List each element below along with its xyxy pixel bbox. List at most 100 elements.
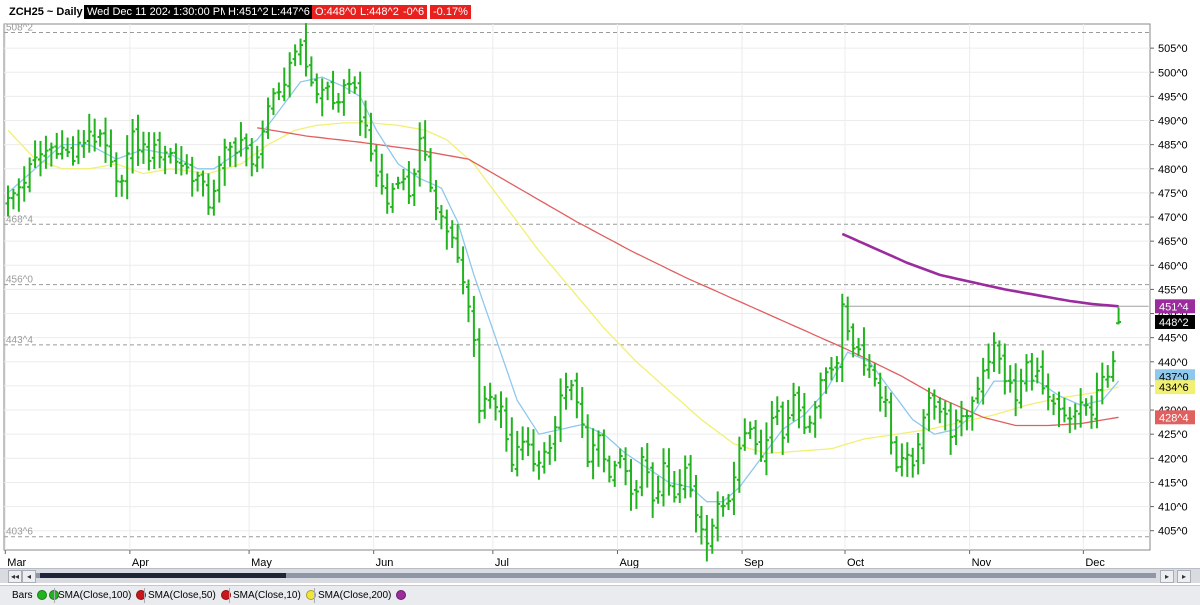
price-bar <box>931 389 937 420</box>
legend-item-bars[interactable]: Bars <box>12 586 60 605</box>
price-bar <box>319 78 325 117</box>
price-bar <box>650 462 656 518</box>
price-tag: 451^4 <box>1155 299 1195 314</box>
price-bar <box>195 171 201 192</box>
price-bar <box>1105 365 1111 388</box>
price-bar <box>1045 373 1051 411</box>
price-bar <box>368 112 374 162</box>
price-bar <box>260 120 266 169</box>
price-bar <box>877 372 883 412</box>
price-bar <box>86 113 92 153</box>
price-bar <box>1007 365 1013 393</box>
price-bar <box>1061 397 1067 423</box>
price-bar <box>384 173 390 214</box>
level-label: 468^4 <box>6 214 33 225</box>
price-bar <box>612 460 618 487</box>
price-bar <box>590 428 596 480</box>
price-bar <box>942 400 948 431</box>
price-bar <box>465 279 471 323</box>
price-bar <box>850 323 856 358</box>
price-bar <box>108 129 114 168</box>
price-bar <box>411 168 417 206</box>
x-tick-label: Mar <box>7 557 26 568</box>
level-label: 443^4 <box>6 335 33 346</box>
price-bar <box>341 79 347 116</box>
price-tag-label: 428^4 <box>1159 412 1189 424</box>
price-bar <box>1094 372 1100 429</box>
price-tag-label: 434^6 <box>1159 382 1189 394</box>
price-bar <box>509 417 515 472</box>
legend-item-sma50[interactable]: SMA(Close,50) <box>148 586 231 605</box>
green-dot-icon <box>37 590 48 601</box>
price-tag: 428^4 <box>1155 410 1195 425</box>
legend-item-sma100[interactable]: SMA(Close,100) <box>58 586 147 605</box>
price-bar <box>1051 393 1057 416</box>
price-bar <box>633 480 639 509</box>
y-tick-label: 505^0 <box>1158 43 1188 55</box>
low-label: L:447^6 <box>268 5 313 19</box>
scrollbar-track[interactable] <box>36 573 1156 578</box>
price-bar <box>103 117 109 163</box>
scroll-left-icon[interactable]: ◂ <box>22 570 36 583</box>
scrollbar-thumb[interactable] <box>40 573 286 578</box>
price-bar <box>276 82 282 101</box>
price-bar <box>162 145 168 175</box>
price-bar <box>547 434 553 465</box>
x-tick-label: Nov <box>972 557 992 568</box>
time-axis[interactable]: Mar Apr May Jun Jul Aug Sep Oct Nov Dec <box>4 550 1105 568</box>
price-bar <box>124 135 130 200</box>
legend-item-sma10[interactable]: SMA(Close,10) <box>233 586 316 605</box>
price-bar <box>1002 343 1008 395</box>
price-bar <box>54 132 60 159</box>
price-bar <box>43 135 49 169</box>
horizontal-level-lines: 508^2 468^4 456^0 443^4 403^6 <box>4 22 1150 538</box>
price-bar <box>270 88 276 116</box>
price-bar <box>303 23 309 77</box>
price-bar <box>720 496 726 517</box>
price-bar <box>606 455 612 483</box>
change-pct-label: -0.17% <box>430 5 471 19</box>
scroll-first-icon[interactable]: ◂◂ <box>8 570 22 583</box>
plot-frame <box>3 23 1151 551</box>
price-bar <box>325 81 331 101</box>
price-bar <box>233 137 239 168</box>
price-bar <box>693 474 699 533</box>
scroll-right-icon[interactable]: ▸ <box>1177 570 1191 583</box>
study-legend: Bars SMA(Close,100) SMA(Close,50) SMA(Cl… <box>0 585 1200 605</box>
price-bar <box>964 409 970 431</box>
price-bar <box>883 386 889 418</box>
price-bar <box>845 296 851 341</box>
price-bar <box>1088 395 1094 429</box>
price-bar <box>222 138 228 186</box>
scroll-reset-icon[interactable]: ▸ <box>1160 570 1174 583</box>
time-scrollbar[interactable]: ◂◂ ◂ ▸ ▸ <box>0 568 1200 583</box>
y-tick-label: 455^0 <box>1158 284 1188 296</box>
legend-item-sma200[interactable]: SMA(Close,200) <box>318 586 407 605</box>
price-chart[interactable]: 508^2 468^4 456^0 443^4 403^6 505^0 500^0 495^… <box>0 0 1200 568</box>
legend-divider <box>229 588 230 603</box>
price-bar <box>476 328 482 424</box>
price-bar <box>709 518 715 554</box>
price-bar <box>238 122 244 157</box>
price-bar <box>958 400 964 437</box>
price-bar <box>791 382 797 422</box>
x-tick-label: Aug <box>619 557 639 568</box>
price-bar <box>330 70 336 110</box>
price-bar <box>21 166 27 202</box>
y-tick-label: 480^0 <box>1158 164 1188 176</box>
price-bar <box>308 56 314 87</box>
price-bar <box>574 372 580 419</box>
price-bar <box>520 426 526 461</box>
legend-label: SMA(Close,10) <box>233 590 301 601</box>
price-bar <box>948 402 954 455</box>
price-bar <box>189 156 195 197</box>
price-bar <box>265 97 271 139</box>
price-bar <box>682 455 688 499</box>
price-bar <box>899 443 905 477</box>
price-bar <box>774 396 780 426</box>
price-bar <box>48 142 54 167</box>
price-bar <box>249 138 255 177</box>
price-bar <box>75 129 81 165</box>
y-tick-label: 495^0 <box>1158 91 1188 103</box>
price-bar <box>1083 398 1089 416</box>
